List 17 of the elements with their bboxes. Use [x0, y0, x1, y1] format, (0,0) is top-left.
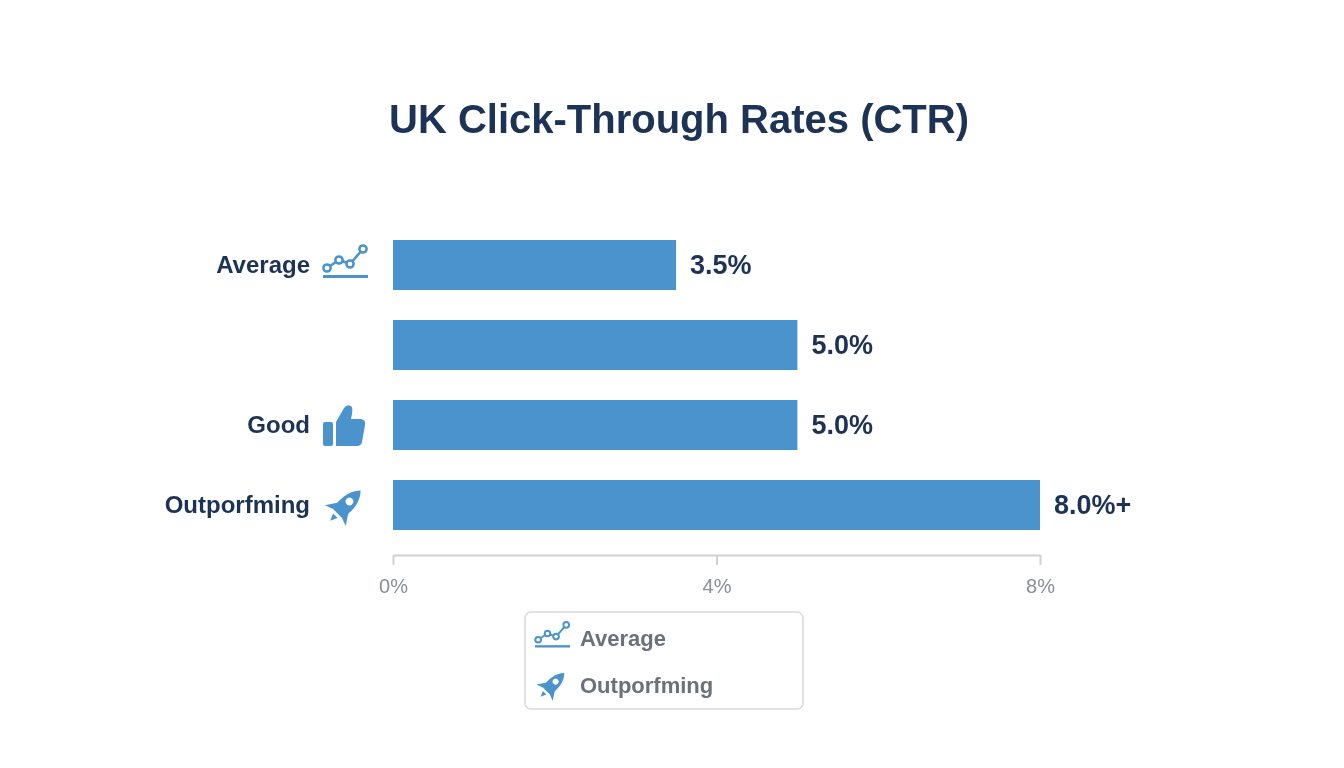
data-label: 3.5%: [690, 250, 752, 281]
x-tick-label: 0%: [379, 575, 409, 598]
bar: [393, 400, 798, 450]
data-label: 5.0%: [811, 330, 873, 361]
x-tick-label: 4%: [702, 575, 732, 598]
bar: [393, 240, 677, 290]
data-label: 5.0%: [811, 410, 873, 441]
y-tick-label: Good: [247, 411, 310, 439]
x-tick-label: 8%: [1026, 575, 1056, 598]
y-tick-label: Outporfming: [164, 491, 310, 519]
text: Outporfming: [580, 672, 714, 698]
chart-title: UK Click-Through Rates (CTR): [389, 97, 969, 141]
bar: [393, 320, 798, 370]
bar: [393, 480, 1040, 530]
text: Average: [580, 625, 667, 651]
y-tick-label: Average: [216, 251, 310, 279]
data-label: 8.0%+: [1054, 490, 1132, 521]
